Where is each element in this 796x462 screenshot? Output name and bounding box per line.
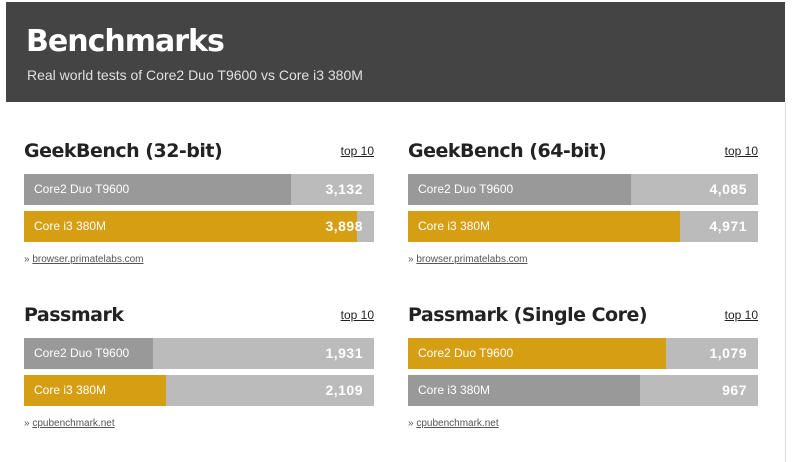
bar-core-i3-380m: Core i3 380M 3,898 (24, 211, 374, 242)
bar-value: 1,079 (709, 345, 747, 361)
bar-label: Core2 Duo T9600 (34, 346, 130, 360)
bar-label: Core2 Duo T9600 (418, 182, 514, 196)
bar-value: 967 (722, 382, 747, 398)
bar-core-i3-380m: Core i3 380M 2,109 (24, 375, 374, 406)
top10-link[interactable]: top 10 (724, 308, 758, 322)
bar-fill (408, 211, 680, 242)
bar-fill (24, 174, 292, 205)
bar-core2-duo-t9600: Core2 Duo T9600 1,931 (24, 338, 374, 369)
top10-link[interactable]: top 10 (340, 308, 374, 322)
bar-value: 1,931 (325, 345, 363, 361)
bar-fill (24, 211, 357, 242)
source-line: » browser.primatelabs.com (24, 253, 144, 266)
caret-icon: » (24, 418, 30, 429)
bar-label: Core2 Duo T9600 (418, 346, 514, 360)
page-subtitle: Real world tests of Core2 Duo T9600 vs C… (27, 67, 363, 83)
caret-icon: » (408, 418, 414, 429)
source-line: » cpubenchmark.net (408, 417, 499, 430)
source-line: » browser.primatelabs.com (408, 253, 528, 266)
card-title: GeekBench (64-bit) (408, 140, 607, 162)
top10-link[interactable]: top 10 (724, 144, 758, 158)
card-title: Passmark (24, 304, 124, 326)
card-title: GeekBench (32-bit) (24, 140, 223, 162)
bar-value: 2,109 (325, 382, 363, 398)
benchmark-card-geekbench-64: GeekBench (64-bit) top 10 Core2 Duo T960… (408, 138, 758, 272)
bar-fill (24, 375, 167, 406)
benchmark-card-passmark: Passmark top 10 Core2 Duo T9600 1,931 Co… (24, 302, 374, 436)
bar-value: 3,132 (325, 181, 363, 197)
bar-core2-duo-t9600: Core2 Duo T9600 3,132 (24, 174, 374, 205)
benchmark-card-passmark-single-core: Passmark (Single Core) top 10 Core2 Duo … (408, 302, 758, 436)
bar-label: Core i3 380M (34, 219, 107, 233)
source-link[interactable]: cpubenchmark.net (32, 418, 115, 429)
source-link[interactable]: browser.primatelabs.com (32, 254, 144, 265)
header-banner: Benchmarks Real world tests of Core2 Duo… (6, 2, 785, 102)
bar-fill (408, 174, 631, 205)
page-title: Benchmarks (26, 24, 225, 59)
bar-fill (24, 338, 154, 369)
source-link[interactable]: cpubenchmark.net (416, 418, 499, 429)
bar-label: Core i3 380M (418, 383, 491, 397)
content-border (785, 102, 786, 462)
bar-label: Core i3 380M (34, 383, 107, 397)
bar-fill (408, 375, 641, 406)
bar-core2-duo-t9600: Core2 Duo T9600 4,085 (408, 174, 758, 205)
bar-core2-duo-t9600: Core2 Duo T9600 1,079 (408, 338, 758, 369)
bar-label: Core i3 380M (418, 219, 491, 233)
caret-icon: » (408, 254, 414, 265)
bar-value: 3,898 (325, 218, 363, 234)
bar-core-i3-380m: Core i3 380M 967 (408, 375, 758, 406)
source-link[interactable]: browser.primatelabs.com (416, 254, 528, 265)
top10-link[interactable]: top 10 (340, 144, 374, 158)
bar-value: 4,085 (709, 181, 747, 197)
bar-core-i3-380m: Core i3 380M 4,971 (408, 211, 758, 242)
bar-label: Core2 Duo T9600 (34, 182, 130, 196)
card-title: Passmark (Single Core) (408, 304, 648, 326)
source-line: » cpubenchmark.net (24, 417, 115, 430)
benchmark-card-geekbench-32: GeekBench (32-bit) top 10 Core2 Duo T960… (24, 138, 374, 272)
caret-icon: » (24, 254, 30, 265)
bar-value: 4,971 (709, 218, 747, 234)
bar-fill (408, 338, 666, 369)
